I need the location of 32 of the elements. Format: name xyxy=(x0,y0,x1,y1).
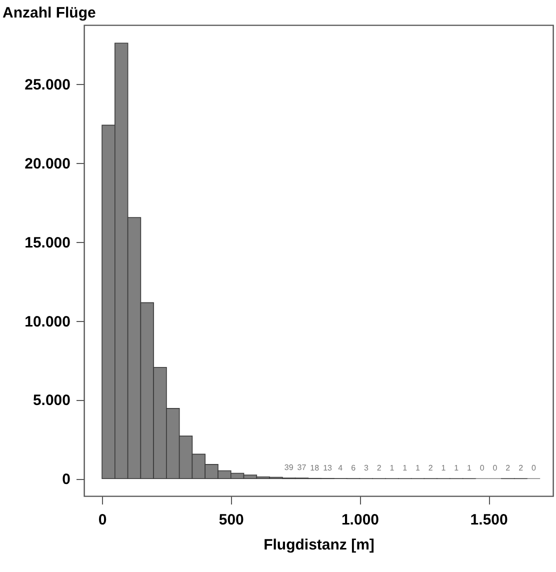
data-label: 1 xyxy=(402,464,408,473)
data-label: 3 xyxy=(364,464,369,473)
data-label: 1 xyxy=(441,464,446,473)
y-tick-label: 20.000 xyxy=(24,156,70,173)
y-axis-title: Anzahl Flüge xyxy=(2,4,96,22)
data-label: 1 xyxy=(415,464,420,473)
y-tick-label: 5.000 xyxy=(32,392,70,410)
data-label: 2 xyxy=(428,464,434,473)
data-label: 4 xyxy=(338,464,344,473)
data-label: 1 xyxy=(467,464,472,473)
data-label: 0 xyxy=(531,464,536,473)
data-label: 13 xyxy=(323,463,333,472)
y-tick-label: 25.000 xyxy=(24,76,70,94)
y-tick-label: 15.000 xyxy=(24,234,70,252)
data-label: 1 xyxy=(390,464,395,473)
data-label: 1 xyxy=(454,464,460,473)
x-tick-label: 1.500 xyxy=(470,512,508,528)
data-label: 0 xyxy=(480,464,485,473)
data-label: 2 xyxy=(376,464,382,473)
data-label: 2 xyxy=(506,464,511,473)
x-tick-label: 500 xyxy=(218,512,244,528)
data-label: 18 xyxy=(310,463,320,472)
x-axis-title: Flugdistanz [m] xyxy=(264,536,374,554)
data-label: 37 xyxy=(297,463,307,472)
data-label: 39 xyxy=(284,463,294,472)
data-label: 0 xyxy=(492,464,498,473)
data-label: 6 xyxy=(351,464,356,473)
y-tick-label: 10.000 xyxy=(24,313,70,330)
y-tick-label: 0 xyxy=(62,471,70,488)
x-tick-label: 0 xyxy=(98,512,107,528)
x-tick-label: 1.000 xyxy=(341,512,380,528)
data-label: 2 xyxy=(518,464,524,473)
